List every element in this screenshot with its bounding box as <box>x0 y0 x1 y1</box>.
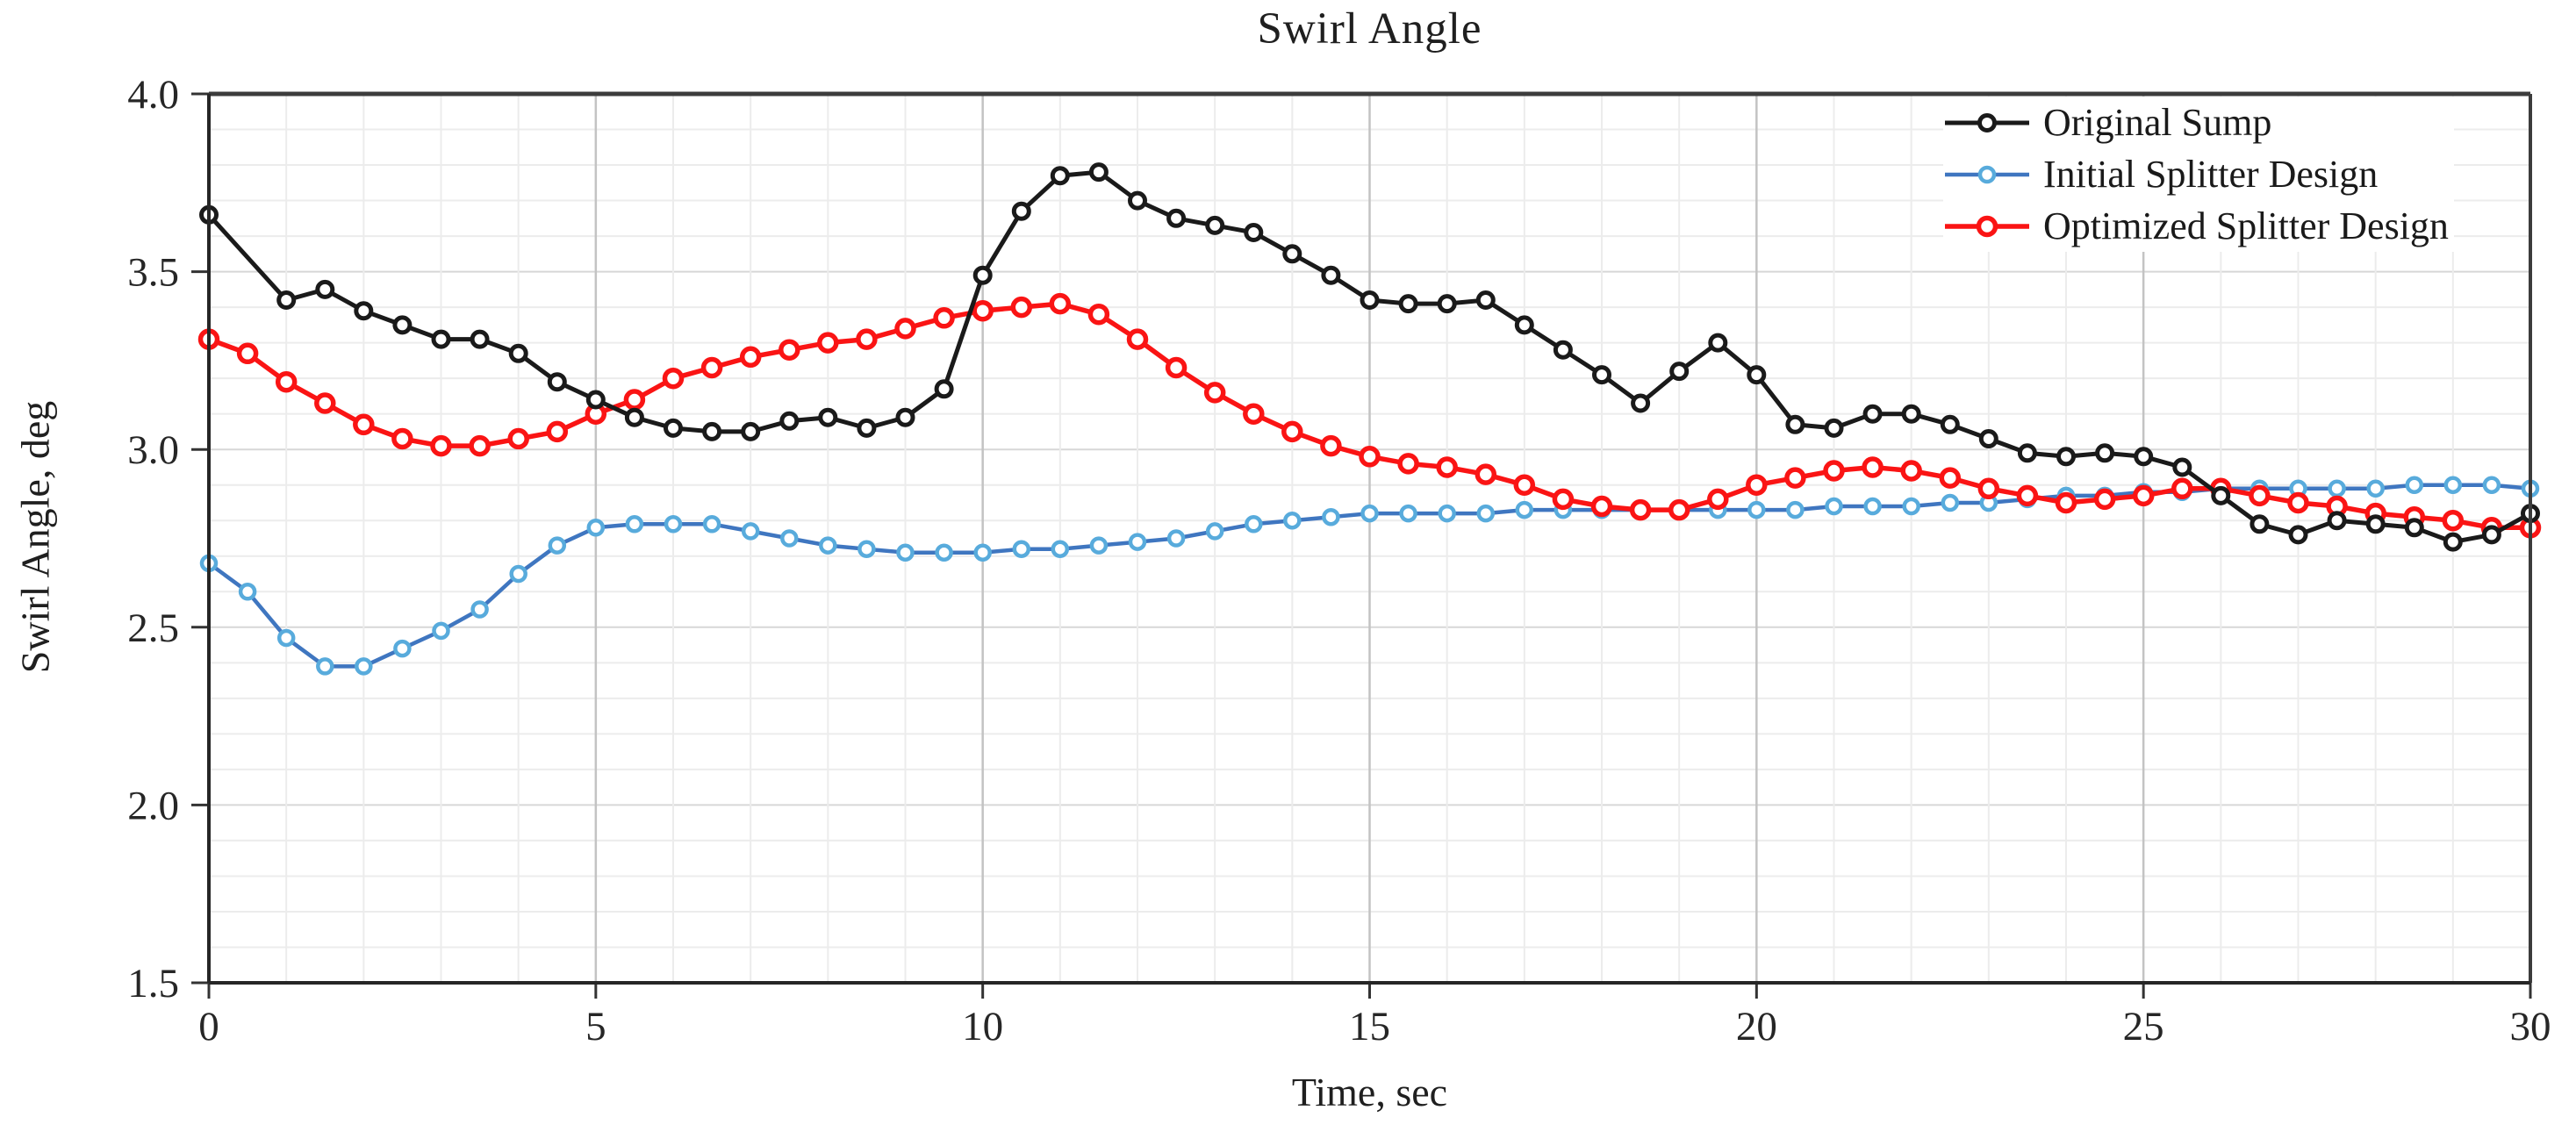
axis-ticks: 1.5 2.0 2.5 3.0 3.5 4.0 0 5 10 15 20 25 30 <box>127 72 2551 1049</box>
y-tick-label: 1.5 <box>127 961 179 1006</box>
legend-marker-original-sump <box>1945 112 2029 133</box>
legend-label: Optimized Splitter Design <box>2043 204 2449 247</box>
legend-item-original-sump: Original Sump <box>1943 97 2449 148</box>
series-original-sump <box>199 162 2540 552</box>
plot-frame <box>207 91 2532 985</box>
x-tick-label: 5 <box>585 1004 606 1049</box>
legend-marker-optimized-splitter-design <box>1945 215 2029 237</box>
legend-label: Initial Splitter Design <box>2043 153 2379 196</box>
y-tick-label: 3.5 <box>127 250 179 296</box>
x-tick-label: 20 <box>1736 1004 1777 1049</box>
y-tick-label: 3.0 <box>127 427 179 473</box>
legend-label: Original Sump <box>2043 101 2272 144</box>
series-optimized-splitter-design <box>197 292 2542 539</box>
chart-title: Swirl Angle <box>1257 4 1482 54</box>
y-tick-label: 2.0 <box>127 783 179 828</box>
x-tick-label: 10 <box>962 1004 1003 1049</box>
legend-item-initial-splitter-design: Initial Splitter Design <box>1943 148 2449 200</box>
series-optimized-splitter-design-markers <box>197 292 2542 539</box>
legend-marker-initial-splitter-design <box>1945 165 2029 183</box>
x-tick-label: 15 <box>1349 1004 1390 1049</box>
x-tick-label: 30 <box>2510 1004 2551 1049</box>
y-tick-label: 4.0 <box>127 72 179 118</box>
legend: Original Sump Initial Splitter Design Opti… <box>1943 97 2454 252</box>
y-axis-title: Swirl Angle, deg <box>12 400 58 674</box>
x-tick-label: 25 <box>2123 1004 2164 1049</box>
legend-item-optimized-splitter-design: Optimized Splitter Design <box>1943 200 2449 252</box>
x-axis-title: Time, sec <box>1291 1070 1448 1114</box>
series-original-sump-markers <box>199 162 2540 552</box>
y-tick-label: 2.5 <box>127 605 179 651</box>
x-tick-label: 0 <box>198 1004 219 1049</box>
